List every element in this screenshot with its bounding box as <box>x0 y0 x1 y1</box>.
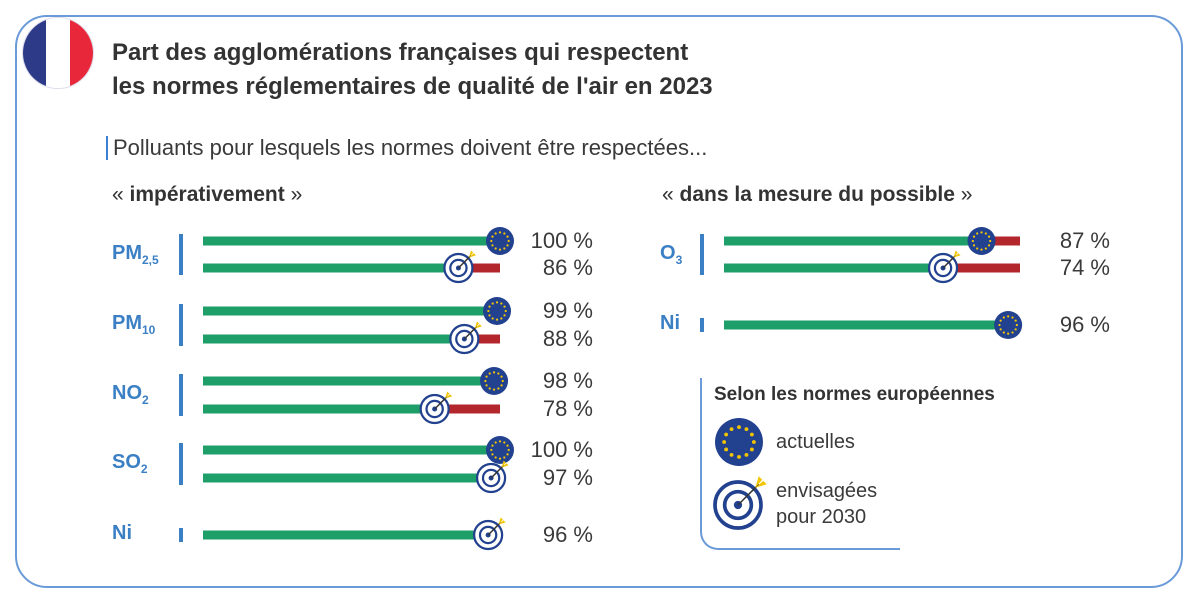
value-label: 100 % <box>530 437 593 462</box>
eu-flag-icon <box>480 367 509 395</box>
value-label: 86 % <box>542 255 593 280</box>
subtitle: Polluants pour lesquels les normes doive… <box>106 136 707 160</box>
group-title-possible: « dans la mesure du possible » <box>662 183 973 206</box>
pollutant-label: NO2 <box>112 382 149 407</box>
pollutant-label: PM10 <box>112 312 156 337</box>
bar-non-compliant <box>943 263 1020 273</box>
legend-label-2030: envisagées pour 2030 <box>776 480 878 528</box>
bar-compliant <box>203 473 492 483</box>
eu-flag-icon <box>486 436 514 464</box>
value-label: 99 % <box>542 298 593 323</box>
target-icon <box>927 250 961 284</box>
target-icon <box>475 460 509 494</box>
bar-compliant <box>203 306 498 316</box>
target-icon <box>713 476 767 530</box>
row-divider <box>179 304 183 346</box>
eu-flag-icon <box>715 418 763 466</box>
bar-marker <box>483 297 512 325</box>
bar-non-compliant <box>981 236 1020 246</box>
eu-flag-icon <box>994 311 1023 339</box>
pollutant-label: SO2 <box>112 451 148 476</box>
bar-marker <box>419 391 453 425</box>
eu-flag-icon <box>715 418 763 466</box>
bar-compliant <box>203 263 459 273</box>
bar-compliant <box>724 320 1009 330</box>
row-divider <box>179 234 183 275</box>
value-label: 96 % <box>542 522 593 547</box>
value-label: 100 % <box>530 228 593 253</box>
bar-marker <box>927 250 961 284</box>
value-label: 88 % <box>542 326 593 351</box>
bar-compliant <box>203 445 500 455</box>
bar-marker <box>486 436 514 464</box>
legend-markers <box>713 418 767 530</box>
bar-compliant <box>724 263 944 273</box>
bar-marker <box>486 227 514 255</box>
value-label: 96 % <box>1059 312 1110 337</box>
bar-non-compliant <box>464 334 500 344</box>
eu-flag-icon <box>967 227 996 255</box>
bar-marker <box>475 460 509 494</box>
legend: Selon les normes européennes actuelles e… <box>700 378 995 550</box>
group-title-mandatory: « impérativement » <box>112 183 303 206</box>
chart-title: Part des agglomérations françaises qui r… <box>112 36 713 104</box>
bar-marker <box>967 227 996 255</box>
row-divider <box>179 374 183 416</box>
legend-title: Selon les normes européennes <box>714 384 995 405</box>
bar-marker <box>449 321 482 355</box>
value-label: 87 % <box>1059 228 1110 253</box>
card-frame <box>15 15 1183 588</box>
eu-flag-icon <box>486 227 514 255</box>
pollutant-label: Ni <box>660 312 680 334</box>
bar-non-compliant <box>458 263 500 273</box>
bar-non-compliant <box>434 404 500 414</box>
row-divider <box>179 443 183 485</box>
bar-compliant <box>203 530 489 540</box>
value-label: 97 % <box>542 465 593 490</box>
bar-marker <box>480 367 509 395</box>
pollutant-label: Ni <box>112 522 132 544</box>
bar-marker <box>472 517 506 551</box>
bar-marker <box>443 250 476 284</box>
target-icon <box>713 476 767 530</box>
title-line-2: les normes réglementaires de qualité de … <box>112 73 713 100</box>
value-label: 78 % <box>542 396 593 421</box>
bar-compliant <box>203 404 435 414</box>
target-icon <box>472 517 506 551</box>
eu-flag-icon <box>483 297 512 325</box>
target-icon <box>419 391 453 425</box>
title-line-1: Part des agglomérations françaises qui r… <box>112 39 689 66</box>
bar-compliant <box>203 376 495 386</box>
value-label: 98 % <box>542 368 593 393</box>
bar-compliant <box>724 236 982 246</box>
french-flag-icon <box>22 17 94 89</box>
row-divider <box>700 234 704 275</box>
value-label: 74 % <box>1059 255 1110 280</box>
pollutant-label: O3 <box>660 241 683 267</box>
legend-label-current: actuelles <box>776 431 855 453</box>
row-divider <box>700 318 704 332</box>
target-icon <box>443 250 476 284</box>
target-icon <box>449 321 482 355</box>
row-divider <box>179 528 183 542</box>
bar-compliant <box>203 334 465 344</box>
pollutant-label: PM2,5 <box>112 241 159 267</box>
bar-marker <box>994 311 1023 339</box>
bar-compliant <box>203 236 500 246</box>
